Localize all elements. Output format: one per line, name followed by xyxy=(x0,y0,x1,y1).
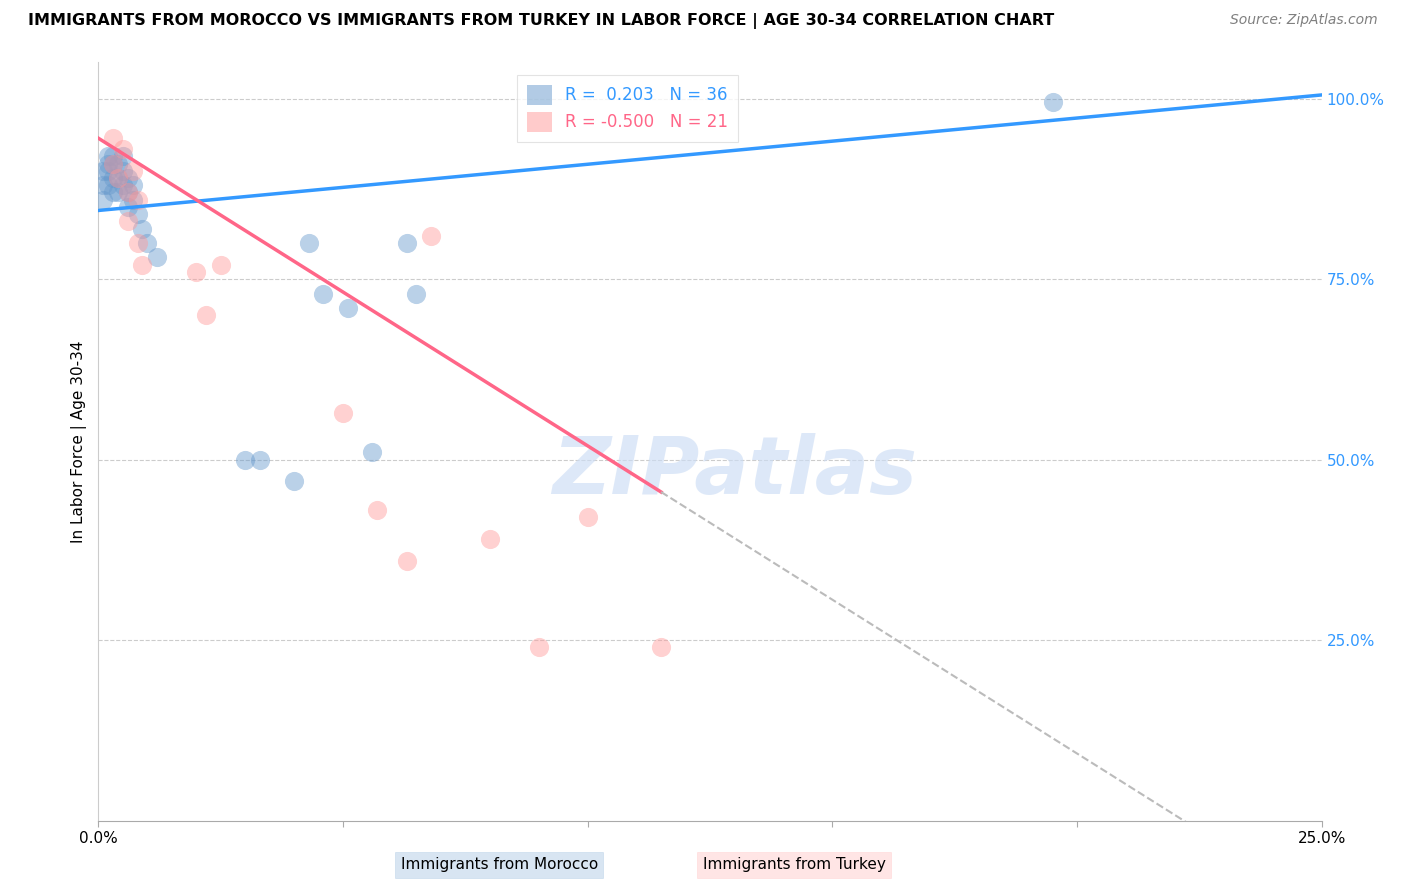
Point xyxy=(146,251,169,265)
Point xyxy=(366,503,388,517)
Point xyxy=(111,142,134,156)
Point xyxy=(527,640,550,655)
Point xyxy=(91,163,114,178)
Point xyxy=(420,228,443,243)
Point xyxy=(97,178,120,193)
Point xyxy=(127,207,149,221)
Point xyxy=(121,163,143,178)
Point xyxy=(117,200,139,214)
Point xyxy=(478,532,501,546)
Point xyxy=(209,258,232,272)
Point xyxy=(121,193,143,207)
Point xyxy=(111,149,134,163)
Point xyxy=(117,171,139,186)
Point xyxy=(111,163,134,178)
Point xyxy=(97,156,120,170)
Point xyxy=(91,178,114,193)
Point xyxy=(101,171,124,186)
Text: IMMIGRANTS FROM MOROCCO VS IMMIGRANTS FROM TURKEY IN LABOR FORCE | AGE 30-34 COR: IMMIGRANTS FROM MOROCCO VS IMMIGRANTS FR… xyxy=(28,13,1054,29)
Point xyxy=(283,475,305,489)
Point xyxy=(117,214,139,228)
Point xyxy=(576,510,599,524)
Text: Immigrants from Morocco: Immigrants from Morocco xyxy=(401,857,598,872)
Y-axis label: In Labor Force | Age 30-34: In Labor Force | Age 30-34 xyxy=(72,340,87,543)
Point xyxy=(233,452,256,467)
Point xyxy=(249,452,271,467)
Point xyxy=(127,193,149,207)
Point xyxy=(361,445,384,459)
Legend: R =  0.203   N = 36, R = -0.500   N = 21: R = 0.203 N = 36, R = -0.500 N = 21 xyxy=(516,75,738,142)
Point xyxy=(101,131,124,145)
Point xyxy=(312,286,335,301)
Point xyxy=(117,186,139,200)
Point xyxy=(107,186,129,200)
Point xyxy=(107,156,129,170)
Point xyxy=(97,163,120,178)
Point xyxy=(117,186,139,200)
Point xyxy=(186,265,208,279)
Point xyxy=(91,193,114,207)
Point xyxy=(97,149,120,163)
Point xyxy=(131,221,153,235)
Point xyxy=(195,308,218,322)
Text: Immigrants from Turkey: Immigrants from Turkey xyxy=(703,857,886,872)
Point xyxy=(395,235,418,250)
Point xyxy=(136,235,159,250)
Point xyxy=(395,554,418,568)
Point xyxy=(405,286,427,301)
Point xyxy=(107,171,129,186)
Point xyxy=(101,186,124,200)
Point xyxy=(127,235,149,250)
Point xyxy=(107,171,129,186)
Point xyxy=(111,178,134,193)
Point xyxy=(101,156,124,170)
Point xyxy=(1042,95,1064,110)
Point xyxy=(298,235,321,250)
Point xyxy=(332,406,354,420)
Point xyxy=(336,301,359,315)
Point xyxy=(101,149,124,163)
Point xyxy=(131,258,153,272)
Text: Source: ZipAtlas.com: Source: ZipAtlas.com xyxy=(1230,13,1378,28)
Point xyxy=(121,178,143,193)
Point xyxy=(650,640,672,655)
Text: ZIPatlas: ZIPatlas xyxy=(553,433,917,511)
Point xyxy=(101,156,124,170)
